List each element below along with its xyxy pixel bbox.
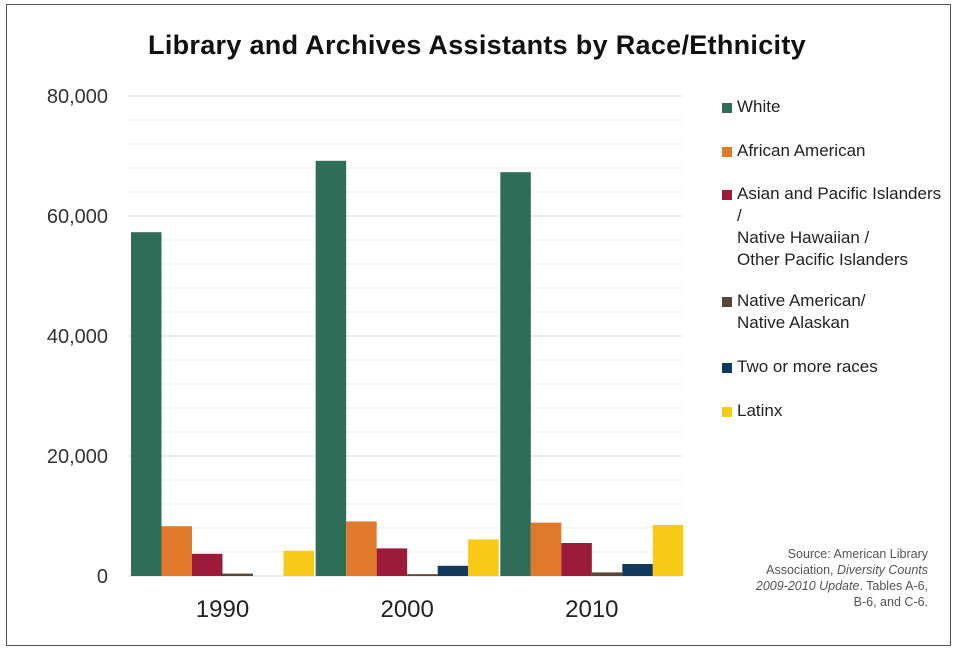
legend-swatch [722,297,732,307]
legend-swatch [722,407,732,417]
legend-label: Latinx [737,401,783,420]
x-tick-label: 1990 [196,596,249,623]
legend-item: Latinx [722,400,942,422]
bar-1990-series-5 [283,550,314,576]
legend-item: African American [722,140,942,162]
chart-title: Library and Archives Assistants by Race/… [148,30,806,60]
legend-label: White [737,97,781,116]
bar-2000-series-4 [437,565,469,576]
legend-item: Asian and Pacific Islanders / Native Haw… [722,183,942,271]
legend-item: White [722,96,942,118]
y-tick-label: 80,000 [47,86,108,108]
bar-1990-series-0 [131,232,162,576]
bar-2000-series-5 [468,539,499,576]
bar-2010-series-1 [530,522,562,576]
bar-1990-series-3 [222,573,253,576]
source-line-3: 2009-2010 Update. Tables A-6, [755,579,928,593]
y-tick-label: 0 [97,566,108,588]
legend-label: African American [737,141,866,160]
bar-2010-series-0 [500,172,531,576]
y-tick-label: 40,000 [47,326,108,348]
legend-item: Native American/ Native Alaskan [722,290,942,334]
bar-2000-series-1 [346,521,377,576]
legend-swatch [722,190,732,200]
bar-2000-series-0 [315,160,347,577]
legend-label: Asian and Pacific Islanders / Native Haw… [737,184,942,269]
legend-label: Native American/ Native Alaskan [737,291,866,332]
legend-swatch [722,147,732,157]
source-line-2: Association, Diversity Counts [766,563,928,577]
source-line-4: B-6, and C-6. [853,595,928,609]
legend-item: Two or more races [722,356,942,378]
legend-swatch [722,363,732,373]
y-tick-label: 60,000 [47,206,108,228]
bar-2000-series-2 [376,548,408,576]
bar-2000-series-3 [407,574,438,576]
bar-1990-series-1 [161,526,192,576]
bar-1990-series-2 [192,553,223,576]
source-note: Source: American Library Association, Di… [700,546,928,610]
x-tick-label: 2010 [565,596,618,623]
bar-2010-series-2 [561,543,592,576]
legend-swatch [722,103,732,113]
x-tick-label: 2000 [380,596,433,623]
legend-label: Two or more races [737,357,878,376]
y-tick-label: 20,000 [47,446,108,468]
bar-2010-series-5 [652,525,684,576]
source-line-1: Source: American Library [787,547,928,561]
bar-2010-series-3 [591,572,623,576]
bar-2010-series-4 [622,564,653,576]
